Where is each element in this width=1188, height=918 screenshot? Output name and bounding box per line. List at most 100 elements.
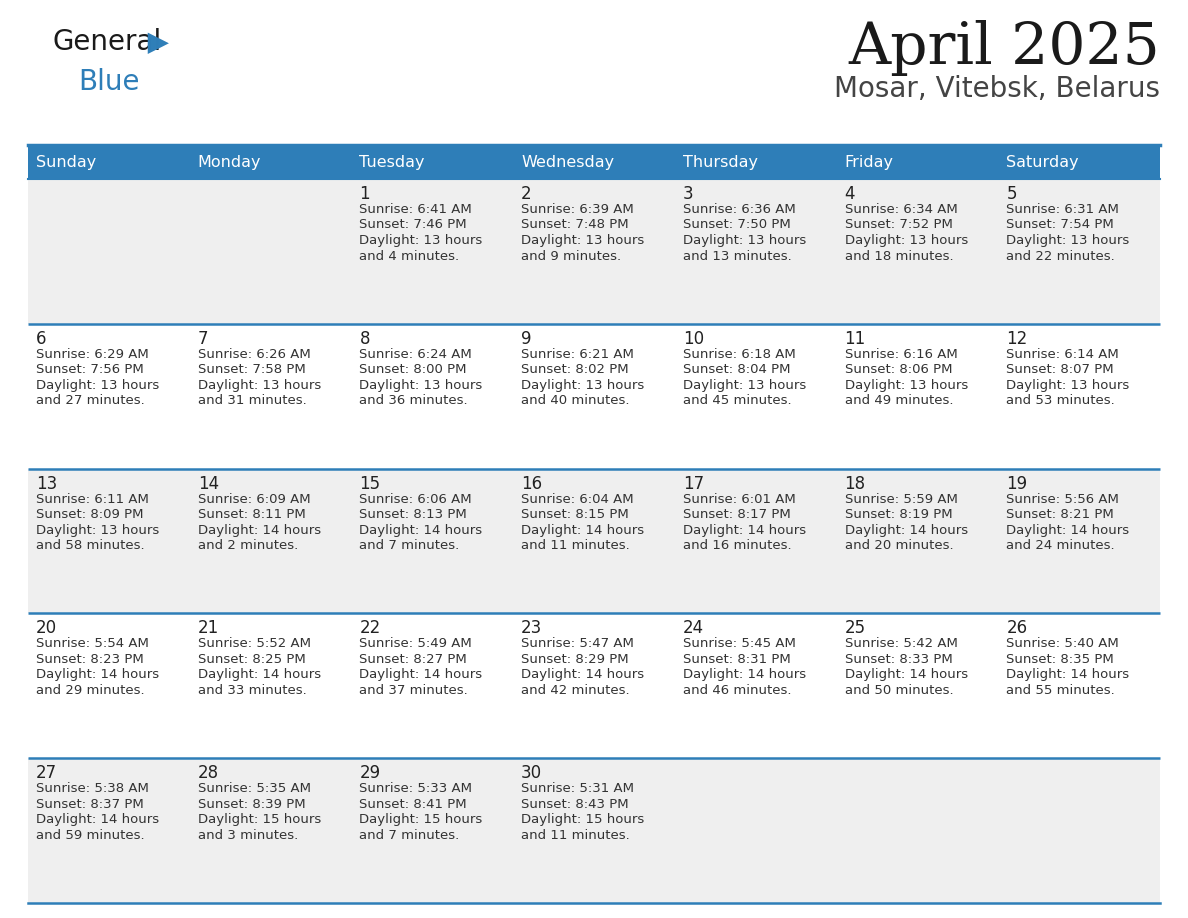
Text: 2: 2 [522,185,532,203]
Text: Sunrise: 6:26 AM: Sunrise: 6:26 AM [197,348,310,361]
Text: Sunrise: 6:31 AM: Sunrise: 6:31 AM [1006,203,1119,216]
Text: Sunrise: 6:14 AM: Sunrise: 6:14 AM [1006,348,1119,361]
Text: Daylight: 15 hours: Daylight: 15 hours [522,813,644,826]
Text: Daylight: 13 hours: Daylight: 13 hours [683,379,807,392]
Text: Sunset: 7:58 PM: Sunset: 7:58 PM [197,364,305,376]
Text: Daylight: 14 hours: Daylight: 14 hours [845,668,968,681]
Text: Daylight: 13 hours: Daylight: 13 hours [522,234,644,247]
Text: Sunrise: 5:47 AM: Sunrise: 5:47 AM [522,637,634,650]
Bar [352,758,513,903]
Text: and 7 minutes.: and 7 minutes. [360,539,460,552]
Text: Sunrise: 5:54 AM: Sunrise: 5:54 AM [36,637,148,650]
Text: Sunset: 8:35 PM: Sunset: 8:35 PM [1006,653,1114,666]
Bar [675,758,836,903]
Text: Daylight: 13 hours: Daylight: 13 hours [36,523,159,537]
Bar [29,468,190,613]
Text: Sunrise: 6:11 AM: Sunrise: 6:11 AM [36,493,148,506]
Bar [836,468,998,613]
Text: Daylight: 13 hours: Daylight: 13 hours [522,379,644,392]
Text: Sunday: Sunday [36,154,96,170]
Text: Daylight: 13 hours: Daylight: 13 hours [1006,234,1130,247]
Bar [675,468,836,613]
Text: and 58 minutes.: and 58 minutes. [36,539,145,552]
Text: Sunrise: 6:29 AM: Sunrise: 6:29 AM [36,348,148,361]
Text: and 50 minutes.: and 50 minutes. [845,684,953,697]
Text: Sunset: 8:21 PM: Sunset: 8:21 PM [1006,508,1114,521]
Bar [352,145,513,179]
Text: Sunset: 7:48 PM: Sunset: 7:48 PM [522,218,628,231]
Text: Sunrise: 5:56 AM: Sunrise: 5:56 AM [1006,493,1119,506]
Text: 6: 6 [36,330,46,348]
Text: Sunset: 8:19 PM: Sunset: 8:19 PM [845,508,953,521]
Text: Daylight: 14 hours: Daylight: 14 hours [683,523,805,537]
Text: Sunrise: 5:45 AM: Sunrise: 5:45 AM [683,637,796,650]
Text: Daylight: 13 hours: Daylight: 13 hours [360,379,482,392]
Text: 21: 21 [197,620,219,637]
Text: 30: 30 [522,764,542,782]
Text: 3: 3 [683,185,694,203]
Text: and 18 minutes.: and 18 minutes. [845,250,953,263]
Text: and 27 minutes.: and 27 minutes. [36,395,145,408]
Text: and 31 minutes.: and 31 minutes. [197,395,307,408]
Bar [998,468,1159,613]
Text: Sunset: 7:50 PM: Sunset: 7:50 PM [683,218,790,231]
Bar [998,613,1159,758]
Text: and 2 minutes.: and 2 minutes. [197,539,298,552]
Bar [29,613,190,758]
Text: Tuesday: Tuesday [360,154,425,170]
Text: Sunset: 8:37 PM: Sunset: 8:37 PM [36,798,144,811]
Bar [513,145,675,179]
Bar [998,179,1159,324]
Text: Sunset: 7:54 PM: Sunset: 7:54 PM [1006,218,1114,231]
Bar [190,613,352,758]
Text: Sunrise: 6:41 AM: Sunrise: 6:41 AM [360,203,472,216]
Text: 7: 7 [197,330,208,348]
Text: and 20 minutes.: and 20 minutes. [845,539,953,552]
Text: General: General [52,28,162,56]
Text: Sunset: 8:29 PM: Sunset: 8:29 PM [522,653,628,666]
Text: Sunset: 8:31 PM: Sunset: 8:31 PM [683,653,790,666]
Text: Sunset: 8:17 PM: Sunset: 8:17 PM [683,508,790,521]
Bar [29,145,190,179]
Text: and 16 minutes.: and 16 minutes. [683,539,791,552]
Text: Mosar, Vitebsk, Belarus: Mosar, Vitebsk, Belarus [834,75,1159,103]
Text: Daylight: 14 hours: Daylight: 14 hours [36,668,159,681]
Text: 9: 9 [522,330,532,348]
Text: Daylight: 13 hours: Daylight: 13 hours [845,234,968,247]
Text: and 42 minutes.: and 42 minutes. [522,684,630,697]
Bar [675,145,836,179]
Text: Blue: Blue [78,68,139,96]
Text: 8: 8 [360,330,369,348]
Text: Daylight: 14 hours: Daylight: 14 hours [36,813,159,826]
Text: Sunrise: 6:34 AM: Sunrise: 6:34 AM [845,203,958,216]
Text: and 37 minutes.: and 37 minutes. [360,684,468,697]
Text: Sunrise: 6:09 AM: Sunrise: 6:09 AM [197,493,310,506]
Bar [190,758,352,903]
Text: 13: 13 [36,475,57,493]
Text: Daylight: 14 hours: Daylight: 14 hours [522,668,644,681]
Bar [190,145,352,179]
Text: Daylight: 14 hours: Daylight: 14 hours [360,668,482,681]
Text: Thursday: Thursday [683,154,758,170]
Bar [675,324,836,468]
Bar [513,324,675,468]
Text: Sunset: 8:04 PM: Sunset: 8:04 PM [683,364,790,376]
Bar [998,758,1159,903]
Text: Sunset: 7:52 PM: Sunset: 7:52 PM [845,218,953,231]
Text: and 9 minutes.: and 9 minutes. [522,250,621,263]
Text: 1: 1 [360,185,369,203]
Bar [513,613,675,758]
Text: Daylight: 13 hours: Daylight: 13 hours [36,379,159,392]
Bar [836,179,998,324]
Text: Daylight: 14 hours: Daylight: 14 hours [522,523,644,537]
Bar [352,324,513,468]
Text: 25: 25 [845,620,866,637]
Text: and 33 minutes.: and 33 minutes. [197,684,307,697]
Text: and 53 minutes.: and 53 minutes. [1006,395,1116,408]
Text: Friday: Friday [845,154,893,170]
Text: Sunrise: 6:16 AM: Sunrise: 6:16 AM [845,348,958,361]
Text: 28: 28 [197,764,219,782]
Text: and 45 minutes.: and 45 minutes. [683,395,791,408]
Text: Sunset: 8:09 PM: Sunset: 8:09 PM [36,508,144,521]
Text: Daylight: 14 hours: Daylight: 14 hours [1006,523,1130,537]
